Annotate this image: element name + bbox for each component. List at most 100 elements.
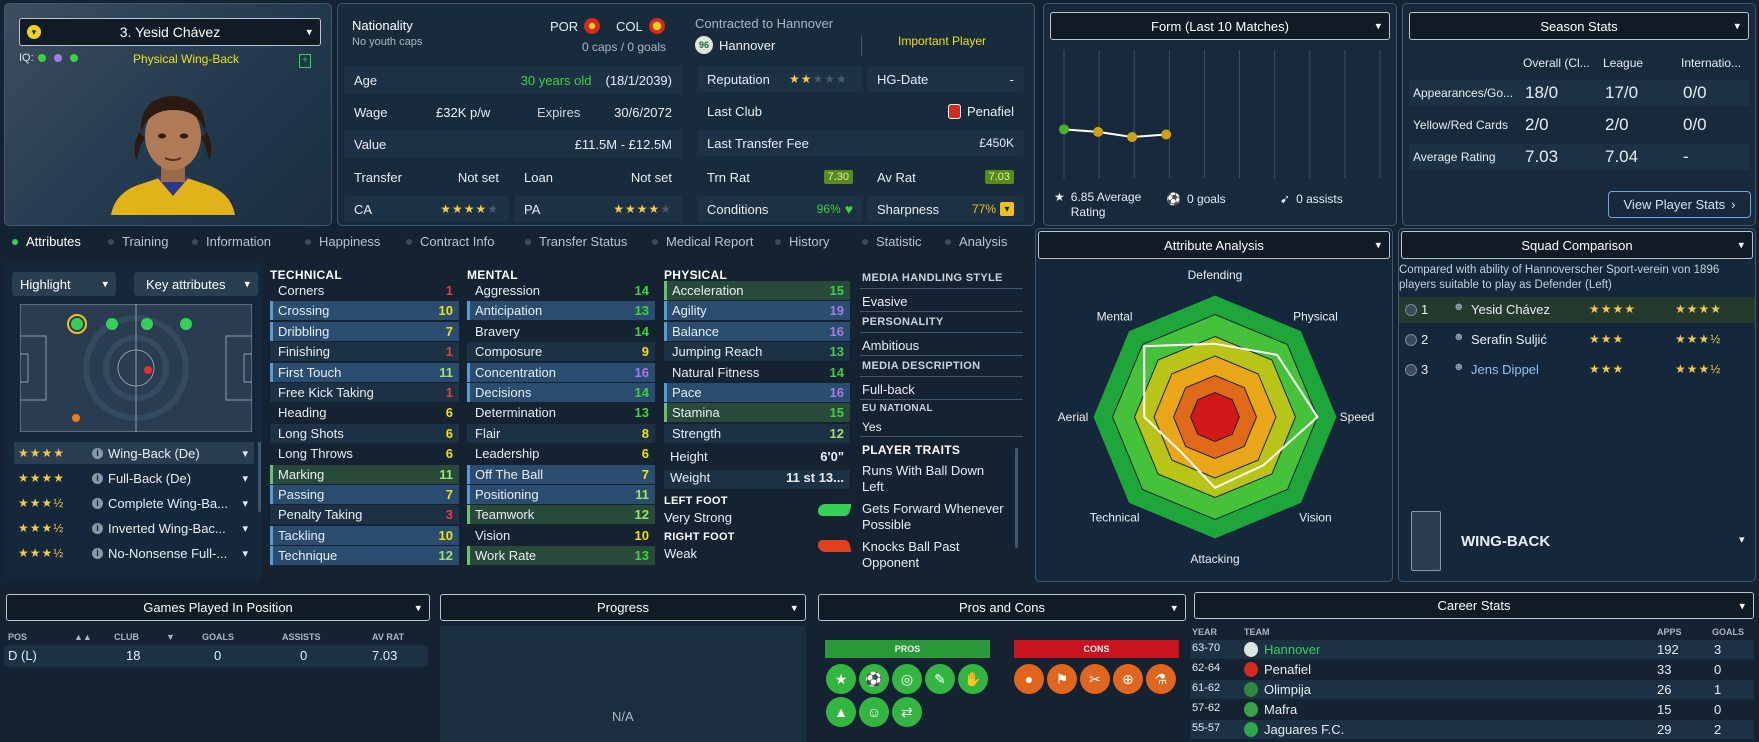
attribute-row-jumping-reach[interactable]: Jumping Reach 13 [664, 342, 850, 362]
attribute-row-crossing[interactable]: Crossing 10 [270, 301, 459, 321]
tab-statistic[interactable]: Statistic [862, 234, 922, 249]
career-team[interactable]: Olimpija [1264, 682, 1311, 697]
attribute-row-leadership[interactable]: Leadership 6 [467, 444, 655, 463]
attribute-row-passing[interactable]: Passing 7 [270, 485, 459, 504]
career-stats-dropdown[interactable]: Career Stats ▾ [1194, 592, 1754, 619]
last-club-link[interactable]: Penafiel [948, 103, 1014, 119]
flag-con-icon[interactable]: ⚑ [1047, 664, 1077, 694]
radio-icon[interactable] [1405, 364, 1417, 376]
head-pro-icon[interactable]: ☺ [859, 697, 889, 727]
role-row[interactable]: ★★★½ i Inverted Wing-Bac... ▾ [14, 517, 254, 539]
role-row[interactable]: ★★★★ i Wing-Back (De) ▾ [14, 442, 254, 464]
tab-attributes[interactable]: Attributes [12, 234, 81, 249]
attribute-row-bravery[interactable]: Bravery 14 [467, 322, 655, 341]
career-row[interactable]: 62-64 Penafiel 33 0 [1190, 660, 1754, 679]
tab-contract-info[interactable]: Contract Info [406, 234, 494, 249]
info-icon[interactable]: i [92, 522, 103, 534]
cone-pro-icon[interactable]: ▲ [826, 697, 856, 727]
career-team[interactable]: Hannover [1264, 642, 1321, 657]
pace-pro-icon[interactable]: ★ [826, 664, 856, 694]
scissors-con-icon[interactable]: ✂ [1080, 664, 1110, 694]
position-dropdown-chevron-icon[interactable]: ▾ [1739, 534, 1745, 546]
attribute-row-pace[interactable]: Pace 16 [664, 383, 850, 402]
career-row[interactable]: 55-57 Jaguares F.C. 29 2 [1190, 720, 1754, 739]
roles-scrollbar[interactable] [258, 442, 261, 512]
squad-player-name[interactable]: Yesid Chávez [1471, 302, 1551, 317]
attribute-row-dribbling[interactable]: Dribbling 7 [270, 321, 459, 341]
career-team[interactable]: Penafiel [1264, 662, 1311, 677]
attribute-row-vision[interactable]: Vision 10 [467, 526, 655, 545]
squad-row[interactable]: 3 ☻ Jens Dippel ★★★ ★★★½ [1399, 357, 1755, 383]
attribute-row-first-touch[interactable]: First Touch 11 [270, 362, 459, 382]
progress-dropdown[interactable]: Progress ▾ [440, 594, 806, 621]
bandage-pro-icon[interactable]: ✎ [925, 664, 955, 694]
attribute-row-decisions[interactable]: Decisions 14 [467, 383, 655, 402]
career-team[interactable]: Jaguares F.C. [1264, 722, 1345, 737]
attribute-row-concentration[interactable]: Concentration 16 [467, 362, 655, 382]
highlight-dropdown[interactable]: Highlight ▾ [12, 272, 116, 296]
attribute-row-anticipation[interactable]: Anticipation 13 [467, 301, 655, 321]
traits-scrollbar[interactable] [1015, 448, 1018, 548]
attribute-row-positioning[interactable]: Positioning 11 [467, 485, 655, 504]
nation-2[interactable]: COL [616, 18, 665, 34]
career-row[interactable]: 63-70 Hannover 192 3 [1190, 640, 1754, 659]
shortlist-icon[interactable]: + [299, 54, 311, 68]
attribute-row-flair[interactable]: Flair 8 [467, 423, 655, 443]
attribute-row-teamwork[interactable]: Teamwork 12 [467, 505, 655, 525]
career-team[interactable]: Mafra [1264, 702, 1298, 717]
games-row[interactable]: D (L) 18 0 0 7.03 [4, 645, 428, 667]
player-name-dropdown[interactable]: ▾ 3. Yesid Chávez ▾ [19, 18, 321, 46]
role-row[interactable]: ★★★½ i No-Nonsense Full-... ▾ [14, 542, 254, 564]
nation-1[interactable]: POR [550, 18, 601, 34]
club-link[interactable]: 96 Hannover [695, 36, 775, 54]
attribute-row-free-kick-taking[interactable]: Free Kick Taking 1 [270, 383, 459, 402]
career-row[interactable]: 61-62 Olimpija 26 1 [1190, 680, 1754, 699]
attribute-row-determination[interactable]: Determination 13 [467, 403, 655, 422]
attribute-analysis-dropdown[interactable]: Attribute Analysis ▾ [1038, 231, 1390, 259]
role-row[interactable]: ★★★½ i Complete Wing-Ba... ▾ [14, 492, 254, 514]
target-pro-icon[interactable]: ◎ [892, 664, 922, 694]
attribute-row-tackling[interactable]: Tackling 10 [270, 525, 459, 545]
info-icon[interactable]: i [92, 447, 103, 459]
chevron-down-icon[interactable]: ▾ [242, 497, 248, 510]
attribute-row-stamina[interactable]: Stamina 15 [664, 403, 850, 423]
attribute-row-long-shots[interactable]: Long Shots 6 [270, 423, 459, 443]
tab-history[interactable]: History [775, 234, 829, 249]
form-dropdown[interactable]: Form (Last 10 Matches) ▾ [1050, 12, 1390, 40]
chevron-down-icon[interactable]: ▾ [242, 547, 248, 560]
flask-con-icon[interactable]: ⚗ [1146, 664, 1176, 694]
tab-analysis[interactable]: Analysis [945, 234, 1007, 249]
sort-icon[interactable]: ▼ [166, 632, 175, 642]
pros-cons-dropdown[interactable]: Pros and Cons ▾ [818, 594, 1186, 621]
view-player-stats-button[interactable]: View Player Stats › [1608, 191, 1751, 218]
chevron-down-icon[interactable]: ▾ [242, 447, 248, 460]
sort-icon[interactable]: ▲▲ [74, 632, 92, 642]
tab-information[interactable]: Information [192, 234, 271, 249]
radio-icon[interactable] [1405, 304, 1417, 316]
tab-transfer-status[interactable]: Transfer Status [525, 234, 627, 249]
tab-happiness[interactable]: Happiness [305, 234, 380, 249]
attribute-row-heading[interactable]: Heading 6 [270, 403, 459, 422]
attribute-row-aggression[interactable]: Aggression 14 [467, 281, 655, 300]
attribute-row-balance[interactable]: Balance 16 [664, 321, 850, 341]
chevron-down-icon[interactable]: ▾ [242, 522, 248, 535]
ball-con-icon[interactable]: ● [1014, 664, 1044, 694]
ball-pro-icon[interactable]: ⚽ [859, 664, 889, 694]
attribute-row-long-throws[interactable]: Long Throws 6 [270, 444, 459, 463]
squad-comparison-dropdown[interactable]: Squad Comparison ▾ [1401, 231, 1753, 259]
radio-icon[interactable] [1405, 334, 1417, 346]
attribute-row-natural-fitness[interactable]: Natural Fitness 14 [664, 363, 850, 382]
career-row[interactable]: 57-62 Mafra 15 0 [1190, 700, 1754, 719]
attribute-row-corners[interactable]: Corners 1 [270, 281, 459, 300]
role-row[interactable]: ★★★★ i Full-Back (De) ▾ [14, 467, 254, 489]
tab-medical-report[interactable]: Medical Report [652, 234, 753, 249]
attribute-row-work-rate[interactable]: Work Rate 13 [467, 546, 655, 566]
chevron-down-icon[interactable]: ▾ [242, 472, 248, 485]
info-icon[interactable]: i [92, 472, 103, 484]
info-icon[interactable]: i [92, 497, 103, 509]
tab-training[interactable]: Training [108, 234, 168, 249]
attribute-row-penalty-taking[interactable]: Penalty Taking 3 [270, 505, 459, 525]
crosshair-con-icon[interactable]: ⊕ [1113, 664, 1143, 694]
attribute-row-strength[interactable]: Strength 12 [664, 423, 850, 443]
info-icon[interactable]: i [92, 547, 103, 559]
